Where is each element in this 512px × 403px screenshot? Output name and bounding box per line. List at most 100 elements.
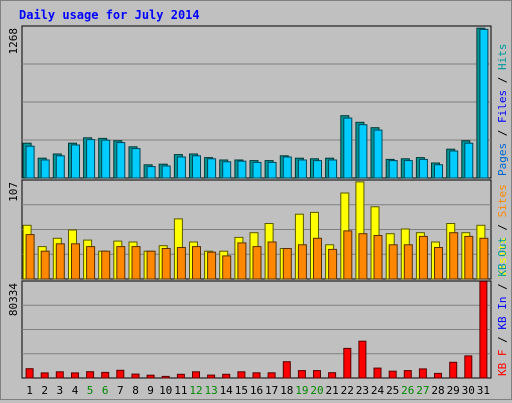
x-tick-label-30: 30 [462, 384, 475, 397]
bar-kb-f-day-10 [161, 375, 170, 379]
bar-files-day-28 [434, 164, 443, 179]
x-tick-label-23: 23 [356, 384, 369, 397]
x-tick-label-3: 3 [56, 384, 63, 397]
bar-files-day-8 [131, 148, 141, 179]
bar-sites-day-13 [207, 251, 217, 280]
panel-kbytes: 80334 KB F / KB In / KB Out [7, 237, 509, 379]
bar-files-day-19 [297, 159, 307, 179]
bar-sites-day-23 [358, 233, 368, 280]
bar-sites-day-12 [192, 246, 201, 280]
bar-sites-day-3 [55, 243, 65, 280]
bar-sites-day-31 [479, 237, 489, 280]
bar-kb-f-day-27 [418, 368, 427, 379]
x-tick-label-25: 25 [386, 384, 399, 397]
bar-files-day-2 [40, 159, 50, 179]
x-tick-label-21: 21 [325, 384, 338, 397]
bar-files-day-18 [282, 156, 292, 179]
bar-files-day-17 [267, 161, 277, 179]
x-tick-label-17: 17 [265, 384, 278, 397]
legend-hits-files-pages: Pages / Files / Hits [496, 44, 509, 177]
bar-files-day-21 [328, 159, 338, 179]
x-axis-labels: 1 2 3 4 5 6 7 8 9 10 11 12 13 14 15 16 17 18 19 20 21 22 23 24 2… [26, 384, 490, 397]
x-tick-label-11: 11 [174, 384, 187, 397]
bar-files-day-5 [86, 139, 96, 179]
bar-kb-f-day-5 [86, 371, 95, 379]
bar-files-day-23 [358, 124, 368, 179]
x-tick-label-8: 8 [132, 384, 139, 397]
x-tick-label-4: 4 [72, 384, 79, 397]
bar-kb-f-day-11 [176, 373, 185, 379]
bar-sites-day-27 [418, 235, 428, 280]
legend-entry: KB F [496, 350, 509, 377]
bar-files-day-15 [237, 160, 247, 179]
panel-hits-files-pages: 1268 Pages / Files / Hits [7, 25, 509, 179]
x-tick-label-7: 7 [117, 384, 124, 397]
bar-kb-f-day-22 [343, 347, 352, 379]
legend-entry: KB In [496, 297, 509, 330]
bar-sites-day-30 [464, 235, 474, 280]
bar-kb-f-day-13 [207, 374, 216, 379]
bar-kb-f-day-9 [146, 374, 155, 379]
x-tick-label-12: 12 [189, 384, 202, 397]
x-tick-label-28: 28 [431, 384, 444, 397]
bar-kb-f-day-17 [267, 372, 276, 379]
chart-title: Daily usage for July 2014 [19, 8, 200, 22]
bar-files-day-6 [101, 139, 111, 179]
x-tick-label-13: 13 [204, 384, 217, 397]
bar-sites-day-9 [146, 250, 156, 280]
legend-entry: Visits [496, 237, 509, 277]
bar-files-day-1 [25, 145, 35, 179]
bar-sites-day-5 [86, 246, 96, 280]
bar-sites-day-15 [237, 242, 247, 280]
bar-sites-day-24 [373, 235, 383, 280]
bar-sites-day-29 [449, 232, 459, 280]
x-tick-label-6: 6 [102, 384, 109, 397]
bar-kb-f-day-30 [464, 355, 473, 379]
bar-files-day-27 [418, 158, 428, 179]
x-tick-label-27: 27 [416, 384, 429, 397]
legend-entry: KB Out [496, 237, 509, 277]
bar-kb-f-day-25 [388, 370, 397, 379]
y-max-label: 107 [7, 182, 20, 202]
x-tick-label-20: 20 [310, 384, 323, 397]
bar-files-day-12 [192, 155, 201, 179]
bar-kb-f-day-29 [449, 361, 458, 379]
bar-kb-f-day-20 [313, 370, 321, 379]
bar-sites-day-18 [282, 248, 292, 280]
x-tick-label-26: 26 [401, 384, 414, 397]
bar-files-day-26 [403, 160, 413, 179]
y-max-label: 80334 [7, 283, 20, 316]
bar-kb-f-day-7 [116, 369, 125, 379]
x-tick-label-19: 19 [295, 384, 308, 397]
x-tick-label-15: 15 [235, 384, 248, 397]
bar-sites-day-26 [403, 244, 413, 280]
bar-kb-f-day-31 [479, 280, 488, 379]
bar-files-day-20 [313, 160, 322, 179]
bar-sites-day-28 [434, 247, 443, 280]
bar-sites-day-19 [297, 244, 307, 280]
x-tick-label-18: 18 [280, 384, 293, 397]
bar-files-day-16 [252, 161, 262, 179]
bar-kb-f-day-2 [40, 372, 49, 379]
bar-kb-f-day-6 [101, 371, 110, 379]
bar-files-day-29 [449, 150, 459, 179]
bar-kb-f-day-24 [373, 367, 382, 379]
bar-kb-f-day-18 [282, 361, 291, 379]
bar-sites-day-21 [328, 248, 338, 280]
bar-kb-f-day-3 [55, 371, 64, 379]
bar-sites-day-11 [176, 247, 186, 280]
legend-entry: Files [496, 90, 509, 123]
bar-kb-f-day-16 [252, 372, 261, 379]
x-tick-label-16: 16 [250, 384, 263, 397]
bar-files-day-10 [161, 165, 171, 179]
bar-files-day-4 [71, 144, 80, 179]
x-tick-label-31: 31 [477, 384, 490, 397]
bar-kb-f-day-15 [237, 371, 246, 379]
x-tick-label-10: 10 [159, 384, 172, 397]
bar-sites-day-14 [222, 255, 232, 280]
bar-kb-f-day-19 [297, 370, 306, 379]
bar-sites-day-6 [101, 250, 111, 280]
bar-sites-day-22 [343, 230, 353, 280]
